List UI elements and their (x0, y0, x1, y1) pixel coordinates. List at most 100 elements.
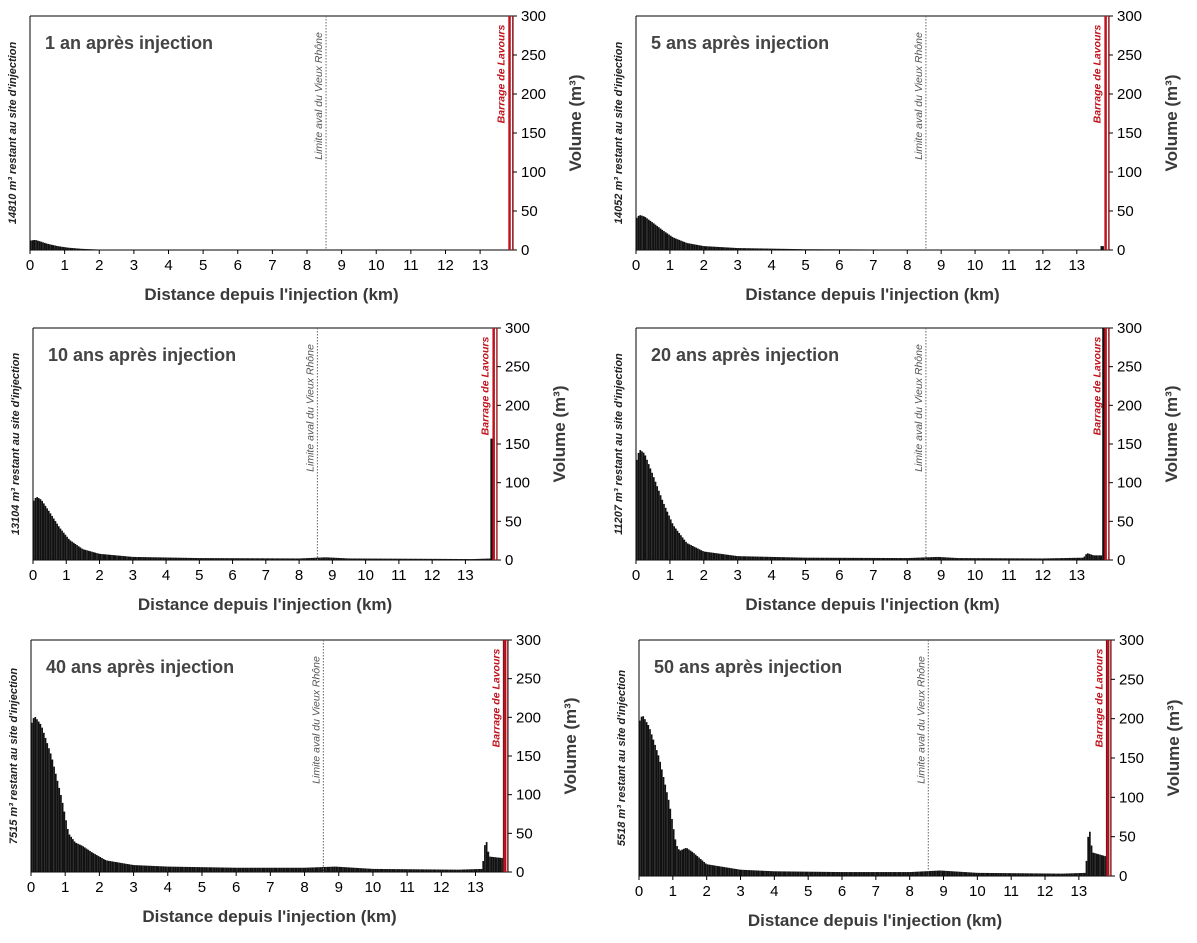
bar (1041, 558, 1043, 560)
bar (1021, 873, 1024, 876)
bar (732, 247, 735, 250)
bar (465, 559, 468, 560)
bar (417, 869, 420, 872)
x-tick-label: 9 (335, 879, 343, 896)
bar (314, 557, 316, 560)
bar (46, 743, 49, 872)
bar (688, 544, 691, 560)
panel-40-ans: Limite aval du Vieux Rhône Barrage de Lav… (8, 632, 580, 926)
bar (745, 869, 748, 876)
bar (819, 249, 821, 250)
bar (41, 727, 43, 872)
bar (190, 557, 193, 560)
x-tick-label: 13 (1068, 257, 1085, 274)
bar (36, 240, 39, 250)
bar (812, 557, 815, 560)
bar (179, 557, 182, 560)
bar (741, 556, 743, 560)
bar (1033, 873, 1035, 876)
bar (791, 249, 794, 250)
bar (44, 737, 47, 872)
bar (309, 867, 312, 872)
bar (909, 872, 912, 876)
bar-series (30, 239, 417, 250)
bar (431, 869, 433, 872)
bar (1058, 873, 1061, 876)
bar (722, 247, 725, 250)
bar (752, 248, 755, 250)
bar (460, 869, 462, 872)
bar (927, 557, 930, 560)
limit-line-label: Limite aval du Vieux Rhône (313, 32, 325, 160)
bar (822, 249, 825, 250)
x-tick-label: 4 (770, 883, 778, 900)
bar (207, 558, 210, 560)
bar (1085, 860, 1088, 876)
bar (698, 549, 701, 560)
bar (989, 872, 991, 876)
bar (212, 867, 214, 872)
remaining-volume-label: 7515 m³ restant au site d'injection (8, 668, 20, 845)
bar (450, 558, 453, 560)
bar (191, 867, 194, 872)
bar (285, 558, 288, 560)
bar (388, 869, 391, 872)
bar (393, 558, 396, 560)
bar (140, 865, 143, 872)
bar (362, 868, 365, 872)
bar (51, 759, 54, 872)
bar (136, 556, 138, 560)
bar (487, 851, 490, 872)
bar (318, 867, 320, 872)
bar (59, 246, 62, 250)
bar (482, 860, 485, 872)
bar (92, 552, 95, 560)
bar (664, 784, 667, 876)
bar (432, 558, 434, 560)
bar (848, 872, 851, 876)
bar (910, 557, 913, 560)
bar (194, 557, 196, 560)
bar (1064, 558, 1067, 560)
bar (457, 558, 459, 560)
bar (885, 872, 888, 876)
bar (306, 867, 308, 872)
bar (691, 851, 694, 876)
y-tick-label: 50 (516, 825, 533, 842)
bar (864, 557, 867, 560)
bar (244, 867, 247, 872)
bar (282, 867, 285, 872)
bar (992, 873, 995, 876)
bar (809, 871, 812, 876)
bar (858, 249, 860, 250)
bar (805, 557, 808, 560)
bar (125, 863, 127, 872)
bar (391, 869, 394, 872)
bar (747, 556, 750, 560)
bar (455, 869, 457, 872)
bar (754, 556, 757, 560)
bar (979, 872, 981, 876)
bar (127, 556, 130, 560)
bar (828, 871, 831, 876)
bar (785, 557, 787, 560)
bar (38, 241, 41, 250)
bar (1007, 873, 1010, 876)
bar (261, 867, 264, 872)
bar (355, 867, 358, 872)
bar (880, 872, 883, 876)
bar (661, 229, 664, 250)
bar (1024, 873, 1027, 876)
bar (862, 872, 865, 876)
y-tick-label: 250 (1119, 671, 1144, 688)
y-tick-label: 0 (1117, 242, 1125, 259)
bar (680, 240, 682, 250)
bar (1001, 873, 1003, 876)
bar (654, 224, 657, 250)
bar (124, 556, 127, 560)
bar (684, 848, 687, 876)
bar (967, 872, 969, 876)
bar (763, 556, 765, 560)
bar (1015, 558, 1018, 560)
bar (912, 557, 915, 560)
